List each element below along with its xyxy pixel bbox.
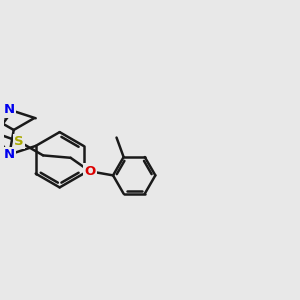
Text: S: S (14, 135, 24, 148)
Text: O: O (84, 165, 95, 178)
Text: N: N (4, 148, 15, 161)
Text: N: N (4, 103, 15, 116)
